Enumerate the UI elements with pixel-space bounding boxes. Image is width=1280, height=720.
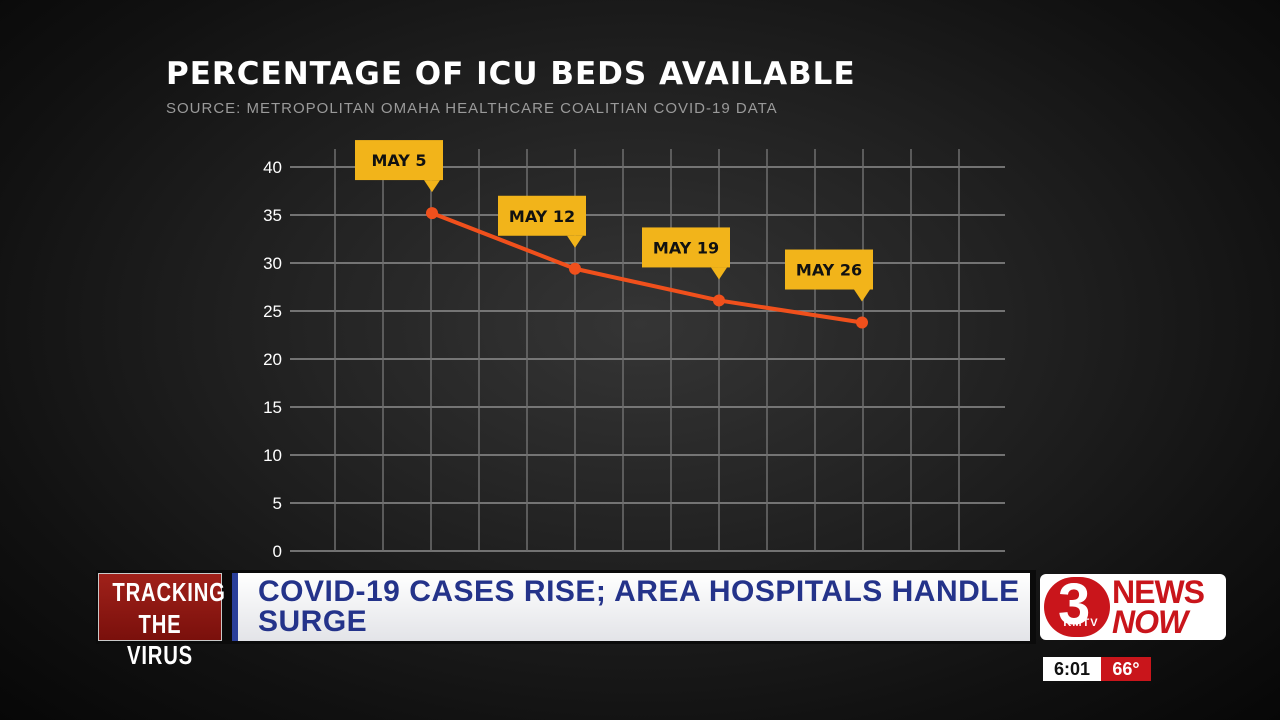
date-callout: MAY 5 [355,140,443,193]
y-tick-label: 25 [263,302,282,321]
station-logo: 3 KMTV NEWS NOW [1040,572,1226,640]
callout-box [498,195,586,236]
clock-time: 6:01 [1043,657,1101,681]
logo-callsign: KMTV [1063,617,1099,629]
chart-title: PERCENTAGE OF ICU BEDS AVAILABLE [166,56,856,92]
y-tick-label: 0 [273,542,282,561]
callout-pointer [424,180,440,193]
headline-box: COVID-19 CASES RISE; AREA HOSPITALS HAND… [232,573,1030,641]
callout-label: MAY 26 [796,261,862,280]
callout-box [785,249,873,290]
lower-third-ticker: TRACKING THE VIRUS COVID-19 CASES RISE; … [96,570,1036,670]
callout-box [642,227,730,268]
data-point [856,316,868,329]
tag-line-2: THE VIRUS [127,609,193,670]
callout-label: MAY 19 [653,238,719,257]
logo-number: 3 [1058,572,1091,637]
y-tick-label: 35 [263,206,282,225]
date-callout: MAY 26 [785,249,873,302]
callout-label: MAY 5 [371,151,426,170]
logo-now-word: NOW [1112,604,1188,640]
callout-pointer [711,267,727,280]
data-point [426,207,438,220]
chart-subtitle: SOURCE: METROPOLITAN OMAHA HEALTHCARE CO… [166,100,778,117]
tracking-the-virus-tag: TRACKING THE VIRUS [98,573,226,670]
series-line [431,211,863,325]
date-callout: MAY 12 [498,195,586,248]
logo-disc: 3 KMTV [1044,572,1110,637]
tag-line-1: TRACKING [112,577,226,607]
headline-text: COVID-19 CASES RISE; AREA HOSPITALS HAND… [258,575,1020,638]
y-tick-label: 20 [263,350,282,369]
temperature-badge: 66° [1101,657,1151,681]
y-tick-label: 30 [263,254,282,273]
y-tick-label: 10 [263,446,282,465]
data-point [569,262,581,275]
y-tick-label: 5 [273,494,282,513]
callout-pointer [567,235,583,248]
date-callout: MAY 19 [642,227,730,280]
callout-label: MAY 12 [509,207,575,226]
y-tick-label: 40 [263,158,282,177]
callout-pointer [854,289,870,302]
y-tick-label: 15 [263,398,282,417]
logo-news-word: NEWS [1112,574,1205,610]
callout-box [355,140,443,181]
data-point [713,294,725,307]
